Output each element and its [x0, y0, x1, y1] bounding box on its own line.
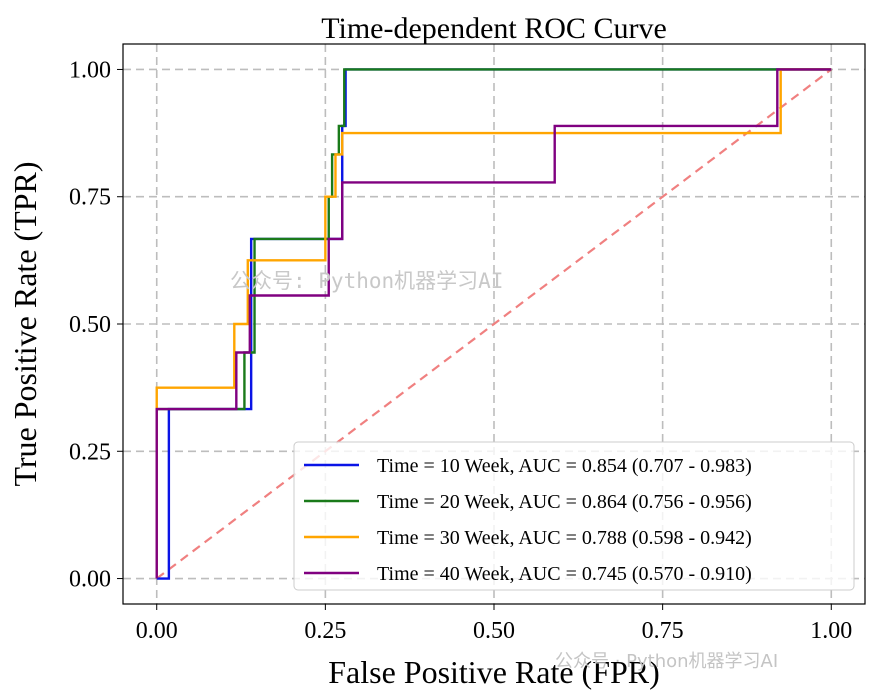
series-lines — [155, 68, 832, 580]
chart-title: Time-dependent ROC Curve — [321, 12, 667, 45]
legend-box — [293, 441, 855, 591]
reference-diagonal — [156, 68, 832, 580]
x-ticks: 0.00 0.25 0.50 0.75 1.00 — [136, 604, 852, 644]
y-axis-label: True Positive Rate (TPR) — [7, 161, 43, 486]
x-tick-label-0: 0.00 — [136, 618, 178, 644]
series-line-4 — [155, 68, 832, 579]
legend: Time = 10 Week, AUC = 0.854 (0.707 - 0.9… — [293, 441, 855, 591]
legend-label-3: Time = 30 Week, AUC = 0.788 (0.598 - 0.9… — [377, 527, 752, 549]
x-tick-label-1: 0.25 — [304, 618, 346, 644]
reference-line — [156, 68, 832, 580]
x-tick-label-3: 0.75 — [642, 618, 684, 644]
y-tick-label-2: 0.50 — [69, 312, 111, 338]
watermark-bottom: 公众号 · Python机器学习AI — [555, 651, 778, 672]
y-tick-label-0: 0.00 — [69, 567, 111, 593]
y-tick-label-4: 1.00 — [69, 57, 111, 83]
x-axis-label: False Positive Rate (FPR) — [328, 654, 660, 690]
watermark-center: 公众号: Python机器学习AI — [230, 269, 503, 293]
x-tick-label-2: 0.50 — [473, 618, 515, 644]
y-tick-label-1: 0.25 — [69, 439, 111, 465]
legend-label-2: Time = 20 Week, AUC = 0.864 (0.756 - 0.9… — [377, 491, 752, 513]
x-tick-label-4: 1.00 — [810, 618, 852, 644]
y-tick-label-3: 0.75 — [69, 185, 111, 211]
series-line-3 — [155, 68, 832, 579]
y-ticks: 0.00 0.25 0.50 0.75 1.00 — [69, 57, 123, 593]
legend-label-4: Time = 40 Week, AUC = 0.745 (0.570 - 0.9… — [377, 563, 752, 585]
legend-label-1: Time = 10 Week, AUC = 0.854 (0.707 - 0.9… — [377, 455, 752, 477]
